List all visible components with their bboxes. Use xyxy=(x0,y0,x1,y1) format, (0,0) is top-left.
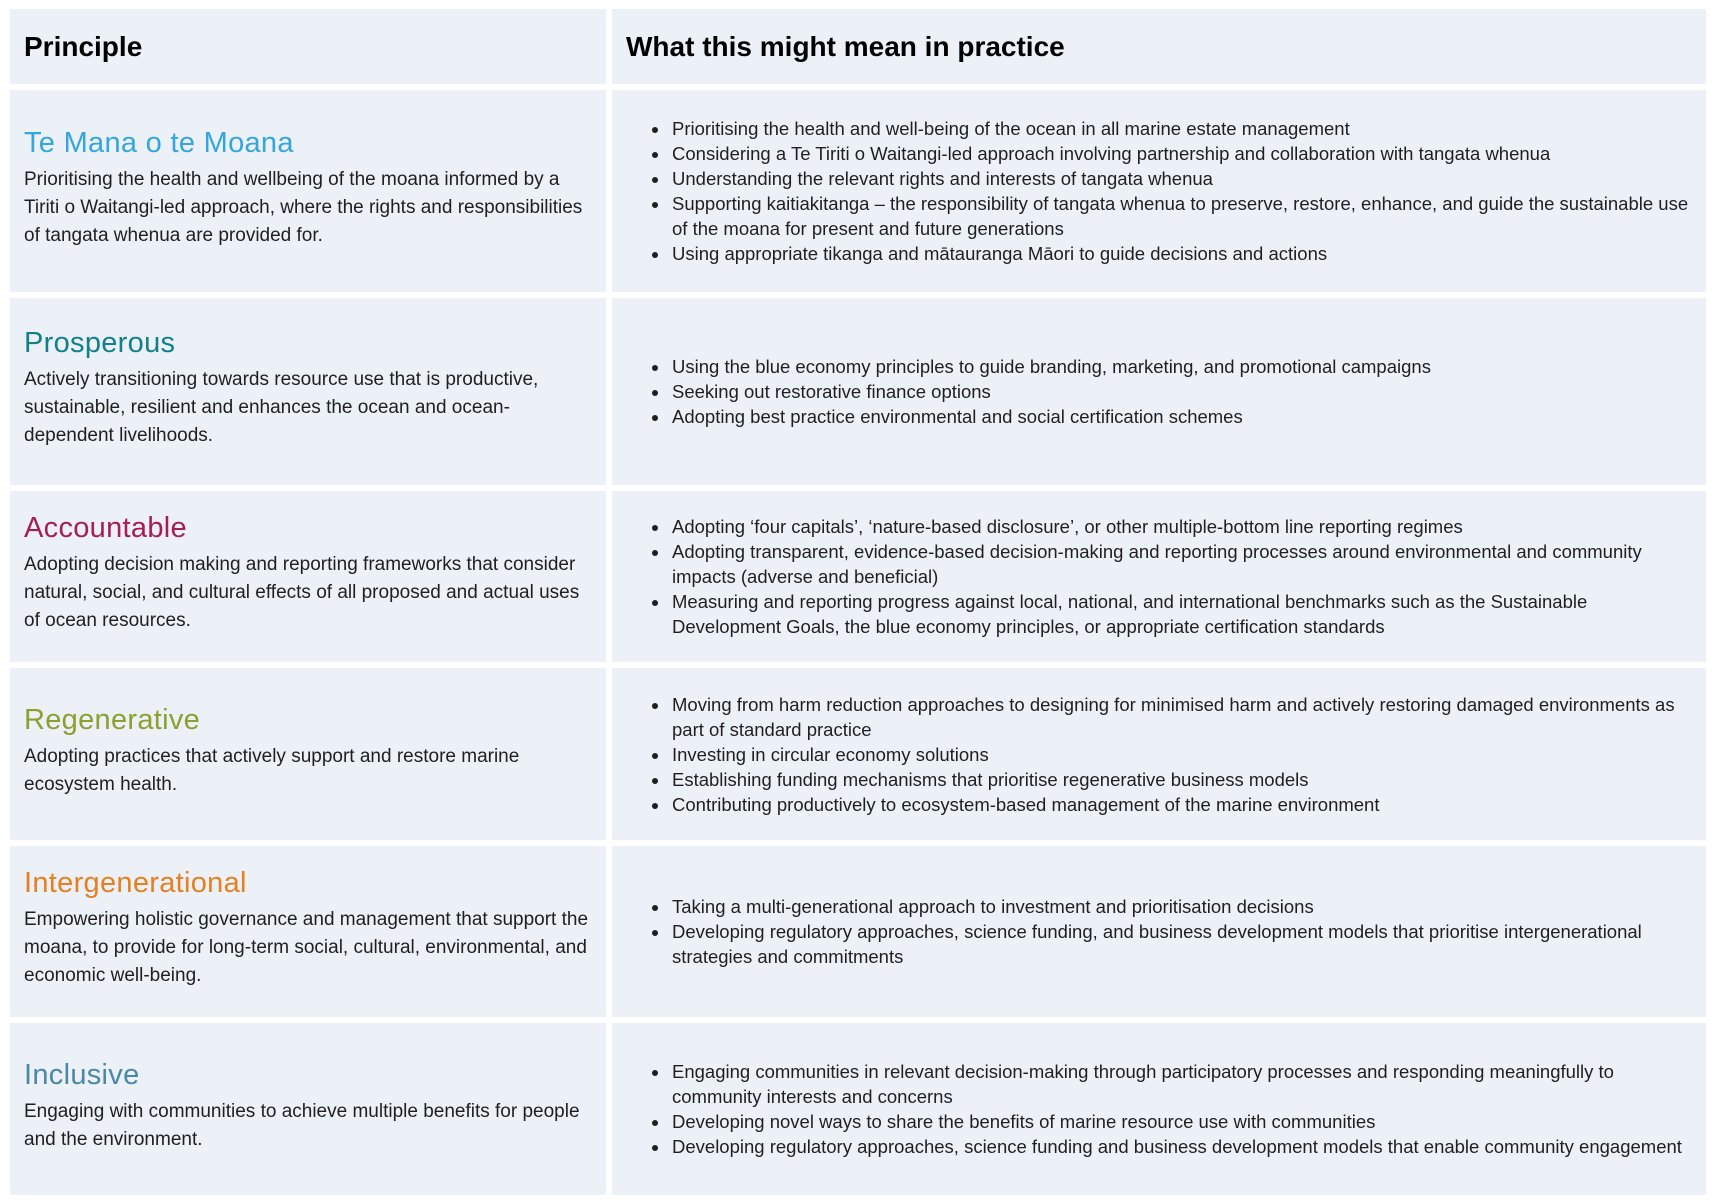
practice-item: Measuring and reporting progress against… xyxy=(670,589,1692,639)
practice-item: Developing novel ways to share the benef… xyxy=(670,1109,1692,1134)
practice-item: Using the blue economy principles to gui… xyxy=(670,354,1692,379)
practice-cell: Engaging communities in relevant decisio… xyxy=(612,1023,1706,1195)
principle-cell: Intergenerational Empowering holistic go… xyxy=(10,846,606,1017)
principle-title: Intergenerational xyxy=(24,867,247,899)
practice-item: Developing regulatory approaches, scienc… xyxy=(670,919,1692,969)
principle-title: Te Mana o te Moana xyxy=(24,126,294,159)
principle-title: Regenerative xyxy=(24,703,201,736)
practice-item: Developing regulatory approaches, scienc… xyxy=(670,1134,1692,1159)
practice-item: Understanding the relevant rights and in… xyxy=(670,166,1692,191)
principle-description: Adopting practices that actively support… xyxy=(24,745,520,795)
principle-description: Empowering holistic governance and manag… xyxy=(24,909,589,986)
practice-cell: Adopting ‘four capitals’, ‘nature-based … xyxy=(612,491,1706,662)
principle-title: Accountable xyxy=(24,512,187,544)
principle-title: Inclusive xyxy=(24,1058,140,1091)
practice-cell: Moving from harm reduction approaches to… xyxy=(612,668,1706,840)
practice-item: Adopting ‘four capitals’, ‘nature-based … xyxy=(670,514,1692,539)
principles-table: Principle What this might mean in practi… xyxy=(10,9,1706,1195)
practice-item: Investing in circular economy solutions xyxy=(670,742,1692,767)
practice-item: Taking a multi-generational approach to … xyxy=(670,894,1692,919)
header-practice: What this might mean in practice xyxy=(612,9,1706,84)
principle-description: Actively transitioning towards resource … xyxy=(24,369,539,446)
principle-description: Engaging with communities to achieve mul… xyxy=(24,1100,580,1150)
principle-cell: Accountable Adopting decision making and… xyxy=(10,491,606,662)
principle-cell: Inclusive Engaging with communities to a… xyxy=(10,1023,606,1195)
practice-list: Prioritising the health and well-being o… xyxy=(632,116,1692,266)
practice-item: Prioritising the health and well-being o… xyxy=(670,116,1692,141)
practice-item: Moving from harm reduction approaches to… xyxy=(670,692,1692,742)
principle-title: Prosperous xyxy=(24,327,176,359)
practice-item: Using appropriate tikanga and mātauranga… xyxy=(670,241,1692,266)
principle-cell: Te Mana o te Moana Prioritising the heal… xyxy=(10,90,606,292)
practice-list: Adopting ‘four capitals’, ‘nature-based … xyxy=(632,514,1692,639)
practice-item: Establishing funding mechanisms that pri… xyxy=(670,767,1692,792)
practice-item: Contributing productively to ecosystem-b… xyxy=(670,792,1692,817)
practice-cell: Taking a multi-generational approach to … xyxy=(612,846,1706,1017)
practice-list: Engaging communities in relevant decisio… xyxy=(632,1059,1692,1159)
practice-item: Seeking out restorative finance options xyxy=(670,379,1692,404)
practice-cell: Using the blue economy principles to gui… xyxy=(612,298,1706,485)
practice-cell: Prioritising the health and well-being o… xyxy=(612,90,1706,292)
practice-item: Adopting best practice environmental and… xyxy=(670,404,1692,429)
practice-item: Engaging communities in relevant decisio… xyxy=(670,1059,1692,1109)
practice-list: Moving from harm reduction approaches to… xyxy=(632,692,1692,817)
principle-description: Adopting decision making and reporting f… xyxy=(24,554,580,631)
practice-item: Considering a Te Tiriti o Waitangi-led a… xyxy=(670,141,1692,166)
practice-item: Supporting kaitiakitanga – the responsib… xyxy=(670,191,1692,241)
practice-item: Adopting transparent, evidence-based dec… xyxy=(670,539,1692,589)
practice-list: Taking a multi-generational approach to … xyxy=(632,894,1692,969)
principle-cell: Regenerative Adopting practices that act… xyxy=(10,668,606,840)
principle-description: Prioritising the health and wellbeing of… xyxy=(24,168,583,246)
header-principle: Principle xyxy=(10,9,606,84)
principle-cell: Prosperous Actively transitioning toward… xyxy=(10,298,606,485)
practice-list: Using the blue economy principles to gui… xyxy=(632,354,1692,429)
